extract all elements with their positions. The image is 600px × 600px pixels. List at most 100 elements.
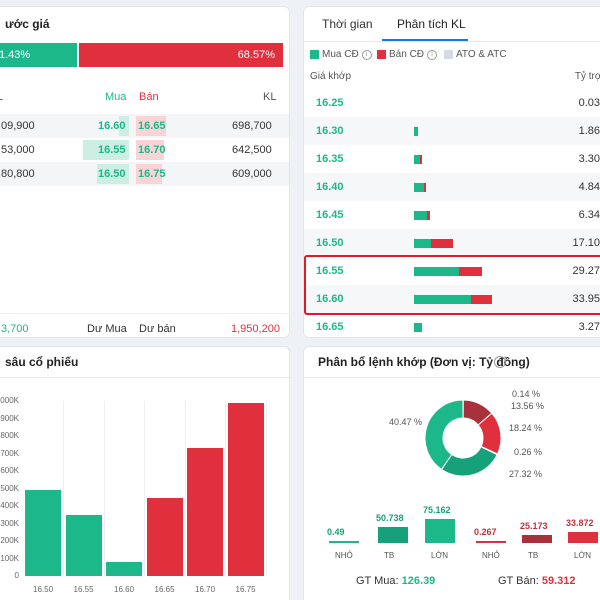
y-tick-label: 200K xyxy=(0,536,19,545)
bar-category-label: TB xyxy=(528,551,539,560)
matched-price: 16.35 xyxy=(316,153,344,165)
allocation-bar[interactable] xyxy=(522,534,552,543)
col-header-left: L xyxy=(0,91,3,103)
col-matched-price: Giá khớp xyxy=(310,71,352,82)
tab-volume-analysis[interactable]: Phân tích KL xyxy=(397,17,466,31)
gt-sell: GT Bán: 59.312 xyxy=(498,575,576,587)
sell-bar xyxy=(420,155,422,164)
buy-bar xyxy=(414,295,471,304)
depth-bar[interactable] xyxy=(106,562,142,576)
buy-bar xyxy=(414,267,459,276)
volume-row[interactable]: 16.45 6.34 xyxy=(304,201,600,229)
volume-row[interactable]: 16.25 0.03 xyxy=(304,89,600,117)
legend-ato-atc[interactable]: ATO & ATC xyxy=(444,49,507,60)
orderbook-row[interactable]: 53,000 16.55 16.70 642,500 xyxy=(0,138,289,162)
col-header-vol: KL xyxy=(263,91,277,103)
matched-price: 16.25 xyxy=(316,97,344,109)
allocation-bar[interactable] xyxy=(378,526,408,543)
donut-slice[interactable] xyxy=(440,446,498,477)
x-tick-label: 16.55 xyxy=(73,585,94,594)
depth-bar[interactable] xyxy=(65,514,102,576)
sell-bar xyxy=(459,267,482,276)
buy-remaining-label: Dư Mua xyxy=(87,323,127,335)
volume-row[interactable]: 16.50 17.10 xyxy=(304,229,600,257)
donut-slice-label: 18.24 % xyxy=(509,423,543,433)
orderbook-row[interactable]: 09,900 16.60 16.65 698,700 xyxy=(0,114,289,138)
legend-sell[interactable]: Bán CĐ i xyxy=(377,49,438,60)
info-icon: i xyxy=(361,49,372,60)
info-icon: i xyxy=(427,49,438,60)
depth-bar[interactable] xyxy=(146,498,183,576)
panel-title: Phân bổ lệnh khớp (Đơn vị: Tỷ đồng) xyxy=(318,355,530,369)
panel-title: ước giá xyxy=(5,17,50,31)
buy-ratio-bar: 1.43% xyxy=(0,43,77,67)
volume-row[interactable]: 16.55 29.27 xyxy=(304,257,600,285)
bar-category-label: NHỎ xyxy=(335,551,353,560)
col-header-buy: Mua xyxy=(105,91,127,103)
allocation-bar[interactable] xyxy=(568,532,598,543)
sell-remaining-label: Dư bán xyxy=(139,323,176,335)
active-tab-indicator xyxy=(382,39,468,41)
sell-bar xyxy=(427,211,430,220)
depth-bar[interactable] xyxy=(25,490,61,576)
share-value: 3.27 xyxy=(578,321,600,333)
total-sell-remaining: 1,950,200 xyxy=(231,323,280,335)
y-tick-label: 100K xyxy=(0,553,19,563)
buy-bar xyxy=(414,239,431,248)
buy-bar xyxy=(414,155,420,164)
matched-price: 16.65 xyxy=(316,321,344,333)
matched-price: 16.60 xyxy=(316,293,344,305)
order-allocation-panel: Phân bổ lệnh khớp (Đơn vị: Tỷ đồng) i GT… xyxy=(303,346,600,600)
allocation-bar[interactable] xyxy=(425,519,455,543)
highlight-box xyxy=(304,255,600,315)
volume-row[interactable]: 16.30 1.86 xyxy=(304,117,600,145)
depth-bar[interactable] xyxy=(187,448,223,576)
y-tick-label: 800K xyxy=(0,431,19,440)
matched-price: 16.40 xyxy=(316,181,344,193)
buy-bar xyxy=(414,323,422,332)
stock-depth-panel: sâu cổ phiếu 1000K 900K 800K 700K 600K 500K 40… xyxy=(0,346,290,600)
donut-slice-label: 0.26 % xyxy=(514,447,543,457)
donut-slice[interactable] xyxy=(424,399,464,471)
sell-bar xyxy=(471,295,492,304)
total-buy-remaining: 3,700 xyxy=(1,323,29,335)
info-icon[interactable]: i xyxy=(494,356,506,368)
tab-time[interactable]: Thời gian xyxy=(322,17,373,31)
matched-price: 16.50 xyxy=(316,237,344,249)
price-step-panel: ước giá 1.43% 68.57% L Mua Bán KL 09,900… xyxy=(0,6,290,338)
depth-bar[interactable] xyxy=(227,402,264,576)
col-header-sell: Bán xyxy=(139,91,159,103)
y-tick-label: 1000K xyxy=(0,396,19,405)
donut-slice-label: 0.14 % xyxy=(512,389,541,399)
gt-buy: GT Mua: 126.39 xyxy=(356,575,436,587)
allocation-bar[interactable] xyxy=(329,541,359,543)
volume-row[interactable]: 16.35 3.30 xyxy=(304,145,600,173)
bar-value-label: 0.49 xyxy=(327,527,345,537)
col-share: Tỷ trọn xyxy=(574,71,600,82)
share-value: 17.10 xyxy=(572,237,600,249)
y-tick-label: 900K xyxy=(0,413,19,423)
matched-price: 16.30 xyxy=(316,125,344,137)
share-value: 0.03 xyxy=(578,97,600,109)
volume-row[interactable]: 16.60 33.95 xyxy=(304,285,600,313)
volume-row[interactable]: 16.40 4.84 xyxy=(304,173,600,201)
legend-buy[interactable]: Mua CĐ i xyxy=(310,49,372,60)
volume-row[interactable]: 16.65 3.27 xyxy=(304,313,600,337)
bar-value-label: 33.872 xyxy=(566,518,594,529)
orderbook-row[interactable]: 80,800 16.50 16.75 609,000 xyxy=(0,162,289,186)
sell-bar xyxy=(424,183,426,192)
allocation-bar[interactable] xyxy=(476,541,506,543)
bar-category-label: LỚN xyxy=(431,551,449,560)
buy-bar xyxy=(414,211,427,220)
y-tick-label: 500K xyxy=(0,483,19,493)
y-tick-label: 0 xyxy=(14,571,19,580)
x-tick-label: 16.70 xyxy=(195,585,216,594)
share-value: 33.95 xyxy=(572,293,600,305)
y-tick-label: 400K xyxy=(0,501,19,510)
bar-category-label: LỚN xyxy=(574,551,592,560)
share-value: 6.34 xyxy=(578,209,600,221)
bar-value-label: 0.267 xyxy=(474,527,497,537)
matched-price: 16.55 xyxy=(316,265,344,277)
share-value: 29.27 xyxy=(572,265,600,277)
allocation-donut-chart xyxy=(424,399,502,477)
